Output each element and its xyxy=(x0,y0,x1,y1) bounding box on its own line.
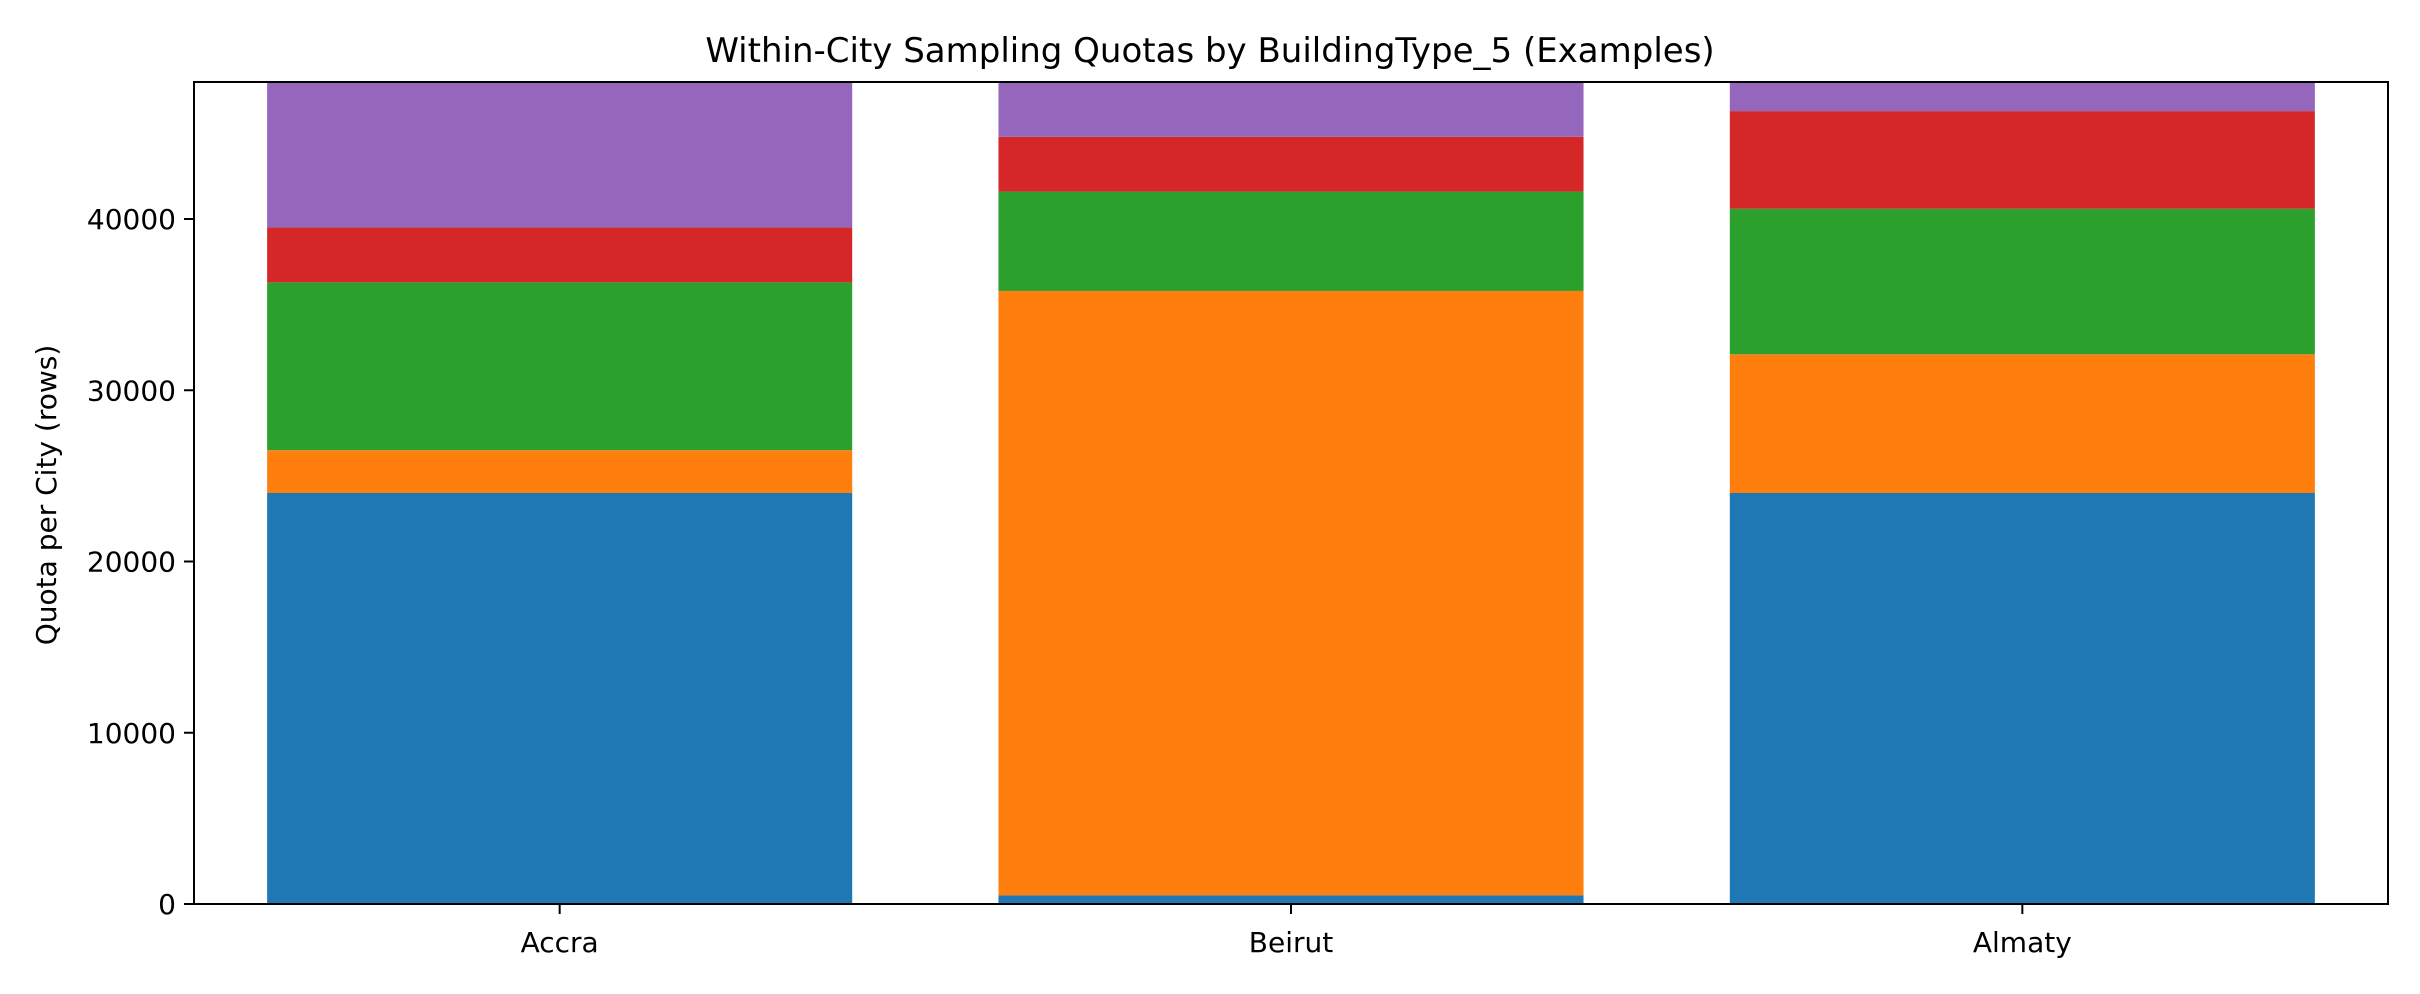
y-tick-label: 40000 xyxy=(87,203,176,236)
bar-segment-beirut-5 xyxy=(998,82,1584,137)
bar-segment-beirut-3 xyxy=(998,191,1584,291)
bar-segment-almaty-4 xyxy=(1729,111,2315,209)
x-tick-label-almaty: Almaty xyxy=(1973,926,2072,959)
bar-segment-beirut-2 xyxy=(998,290,1584,896)
bar-segment-almaty-2 xyxy=(1729,354,2315,493)
y-axis-label: Quota per City (rows) xyxy=(30,345,63,646)
chart-title: Within-City Sampling Quotas by BuildingT… xyxy=(705,31,1714,71)
bar-segment-accra-1 xyxy=(267,493,853,904)
bar-segment-almaty-5 xyxy=(1729,82,2315,112)
x-axis-ticks: Accra Beirut Almaty xyxy=(521,904,2072,959)
bar-segment-almaty-3 xyxy=(1729,208,2315,355)
y-tick-label: 10000 xyxy=(87,717,176,750)
y-tick-label: 30000 xyxy=(87,374,176,407)
bar-segment-accra-4 xyxy=(267,227,853,283)
y-tick-label: 20000 xyxy=(87,546,176,579)
bar-segment-beirut-1 xyxy=(998,895,1584,904)
x-tick-label-accra: Accra xyxy=(521,926,599,959)
bars-layer xyxy=(267,82,2315,904)
x-tick-label-beirut: Beirut xyxy=(1249,926,1333,959)
y-tick-label: 0 xyxy=(158,888,176,921)
bar-segment-almaty-1 xyxy=(1729,493,2315,904)
y-axis-ticks: 0 10000 20000 30000 40000 xyxy=(87,203,194,921)
bar-segment-accra-2 xyxy=(267,450,853,493)
bar-segment-accra-5 xyxy=(267,82,853,228)
bar-segment-accra-3 xyxy=(267,282,853,451)
bar-segment-beirut-4 xyxy=(998,136,1584,192)
